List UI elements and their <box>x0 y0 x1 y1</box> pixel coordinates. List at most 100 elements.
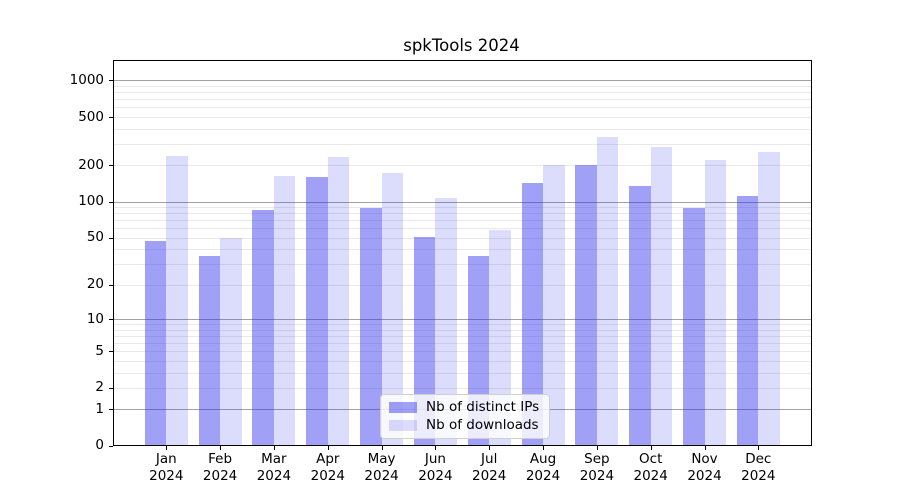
x-tick-mark <box>704 446 706 450</box>
bar-distinct-ips-feb <box>198 256 221 445</box>
legend-item-distinct-ips: Nb of distinct IPs <box>389 399 539 415</box>
y-tick-label: 200 <box>78 156 104 173</box>
gridline-minor <box>114 264 811 266</box>
y-tick-label: 5 <box>95 342 104 359</box>
x-tick-label-mar: Mar 2024 <box>256 451 292 484</box>
y-tick-label: 500 <box>78 108 104 125</box>
bar-distinct-ips-mar <box>252 209 274 445</box>
plot-area: 0 1 2 5 10 20 50 100 200 500 1000 Jan 2024 Feb 2024… <box>70 60 812 484</box>
y-tick-mark <box>109 351 113 352</box>
gridline-minor <box>114 107 811 109</box>
x-tick-mark <box>650 446 652 450</box>
gridline-minor <box>114 335 811 337</box>
y-tick-label: 50 <box>86 229 104 246</box>
gridline-minor <box>114 342 811 344</box>
legend-swatch-downloads <box>389 419 417 431</box>
y-tick-label: 100 <box>78 193 104 210</box>
x-tick-mark <box>489 446 491 450</box>
bar-downloads-apr <box>327 156 350 445</box>
bar-distinct-ips-dec <box>736 195 759 445</box>
gridline-minor <box>114 387 811 389</box>
y-tick-mark <box>109 201 113 203</box>
x-tick-label-nov: Nov 2024 <box>687 451 722 484</box>
bar-distinct-ips-jun <box>413 236 436 445</box>
gridline-minor <box>114 249 811 251</box>
chart-title: spkTools 2024 <box>403 36 520 55</box>
y-tick-label: 2 <box>95 379 104 396</box>
gridline-major <box>114 201 811 203</box>
x-tick-label-oct: Oct 2024 <box>633 451 668 484</box>
y-tick-mark <box>109 284 113 286</box>
y-tick-mark <box>109 237 113 239</box>
gridline-minor <box>114 85 811 87</box>
y-tick-mark <box>109 319 113 320</box>
x-tick-mark <box>166 446 168 450</box>
x-tick-mark <box>435 446 437 450</box>
bar-distinct-ips-sep <box>575 165 597 445</box>
bar-distinct-ips-oct <box>629 185 651 445</box>
gridline-minor <box>114 360 811 362</box>
bar-downloads-jul <box>489 230 511 445</box>
y-tick-label: 1 <box>95 400 104 417</box>
gridline-minor <box>114 284 811 286</box>
gridline-minor <box>114 372 811 374</box>
x-tick-label-jan: Jan 2024 <box>149 451 184 484</box>
gridline-major <box>114 319 811 320</box>
x-tick-mark <box>273 446 275 450</box>
y-tick-label: 0 <box>95 437 104 454</box>
bar-downloads-oct <box>650 146 673 445</box>
bar-downloads-dec <box>758 151 780 445</box>
x-tick-mark <box>220 446 222 450</box>
bar-downloads-may <box>381 173 404 445</box>
x-tick-label-feb: Feb 2024 <box>202 451 238 484</box>
gridline-minor <box>114 99 811 101</box>
gridline-minor <box>114 92 811 94</box>
x-tick-label-dec: Dec 2024 <box>741 451 776 484</box>
bar-downloads-sep <box>596 137 619 445</box>
x-tick-mark <box>381 446 383 450</box>
gridline-major <box>114 80 811 82</box>
bar-distinct-ips-aug <box>521 183 543 445</box>
bar-downloads-feb <box>220 237 242 445</box>
y-tick-label: 20 <box>86 276 104 293</box>
grid-layer <box>114 61 811 445</box>
x-tick-label-apr: Apr 2024 <box>310 451 345 484</box>
x-tick-mark <box>327 446 329 450</box>
y-tick-label: 10 <box>86 310 104 327</box>
bar-downloads-jun <box>435 197 457 445</box>
bar-distinct-ips-jan <box>144 241 167 445</box>
bar-downloads-jan <box>166 156 188 445</box>
legend-item-downloads: Nb of downloads <box>389 417 539 433</box>
gridline-minor <box>114 207 811 209</box>
gridline-minor <box>114 128 811 130</box>
y-tick-mark <box>109 80 113 82</box>
x-tick-mark <box>543 446 544 450</box>
gridline-minor <box>114 237 811 239</box>
gridline-minor <box>114 329 811 331</box>
y-tick-mark <box>109 165 113 167</box>
bar-distinct-ips-apr <box>306 177 328 445</box>
x-tick-label-sep: Sep 2024 <box>579 451 615 484</box>
legend-label-downloads: Nb of downloads <box>426 417 539 433</box>
bar-downloads-mar <box>273 176 296 445</box>
gridline-minor <box>114 165 811 167</box>
y-tick-label: 1000 <box>69 71 104 88</box>
legend: Nb of distinct IPs Nb of downloads <box>380 394 551 439</box>
gridline-minor <box>114 143 811 145</box>
y-tick-mark <box>109 409 113 411</box>
legend-label-distinct-ips: Nb of distinct IPs <box>426 399 540 415</box>
gridline-minor <box>114 228 811 230</box>
gridline-minor <box>114 213 811 215</box>
bar-distinct-ips-may <box>360 207 382 445</box>
x-tick-label-jul: Jul 2024 <box>472 451 507 484</box>
bar-downloads-aug <box>543 165 565 445</box>
x-tick-label-may: May 2024 <box>364 451 399 484</box>
bar-layer <box>114 61 811 445</box>
y-tick-mark <box>109 445 113 447</box>
gridline-minor <box>114 324 811 325</box>
x-tick-mark <box>596 446 598 450</box>
x-tick-label-jun: Jun 2024 <box>418 451 453 484</box>
gridline-minor <box>114 351 811 352</box>
x-tick-mark <box>758 446 760 450</box>
